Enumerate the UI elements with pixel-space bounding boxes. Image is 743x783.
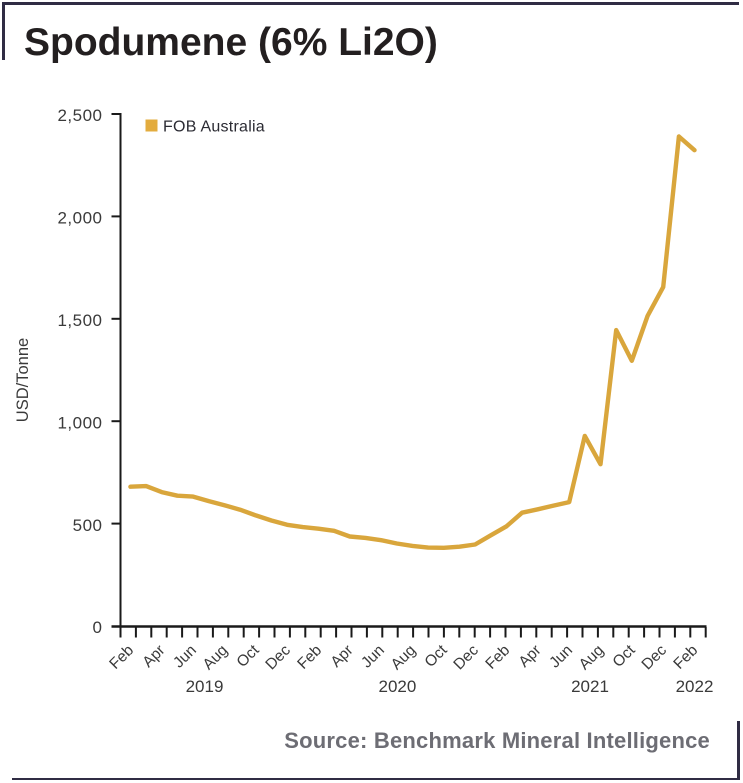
svg-text:2022: 2022 bbox=[676, 677, 714, 696]
svg-text:Apr: Apr bbox=[516, 642, 545, 671]
svg-text:Dec: Dec bbox=[262, 642, 294, 674]
svg-text:500: 500 bbox=[73, 516, 103, 535]
svg-text:Dec: Dec bbox=[639, 642, 671, 674]
svg-text:Feb: Feb bbox=[106, 642, 137, 673]
svg-text:Feb: Feb bbox=[294, 642, 325, 673]
svg-text:FOB Australia: FOB Australia bbox=[163, 119, 265, 136]
svg-text:Oct: Oct bbox=[610, 641, 640, 671]
svg-text:2020: 2020 bbox=[378, 677, 416, 696]
svg-text:Apr: Apr bbox=[139, 642, 168, 671]
svg-text:Aug: Aug bbox=[388, 642, 420, 674]
svg-text:Feb: Feb bbox=[670, 642, 701, 673]
svg-text:Jun: Jun bbox=[170, 642, 200, 672]
svg-text:USD/Tonne: USD/Tonne bbox=[14, 338, 32, 422]
svg-text:Jun: Jun bbox=[358, 642, 388, 672]
svg-text:1,000: 1,000 bbox=[57, 413, 102, 432]
svg-text:2,500: 2,500 bbox=[57, 106, 102, 125]
svg-text:0: 0 bbox=[93, 618, 103, 637]
svg-text:Aug: Aug bbox=[200, 642, 232, 674]
svg-text:Feb: Feb bbox=[482, 642, 513, 673]
svg-text:Apr: Apr bbox=[328, 642, 357, 671]
svg-text:Dec: Dec bbox=[450, 642, 482, 674]
svg-text:1,500: 1,500 bbox=[57, 311, 102, 330]
svg-text:2019: 2019 bbox=[186, 677, 224, 696]
svg-text:Oct: Oct bbox=[422, 641, 452, 671]
svg-text:Aug: Aug bbox=[576, 642, 608, 674]
svg-text:Oct: Oct bbox=[234, 641, 264, 671]
svg-text:2,000: 2,000 bbox=[57, 209, 102, 228]
svg-text:2021: 2021 bbox=[571, 677, 609, 696]
svg-text:Jun: Jun bbox=[546, 642, 576, 672]
